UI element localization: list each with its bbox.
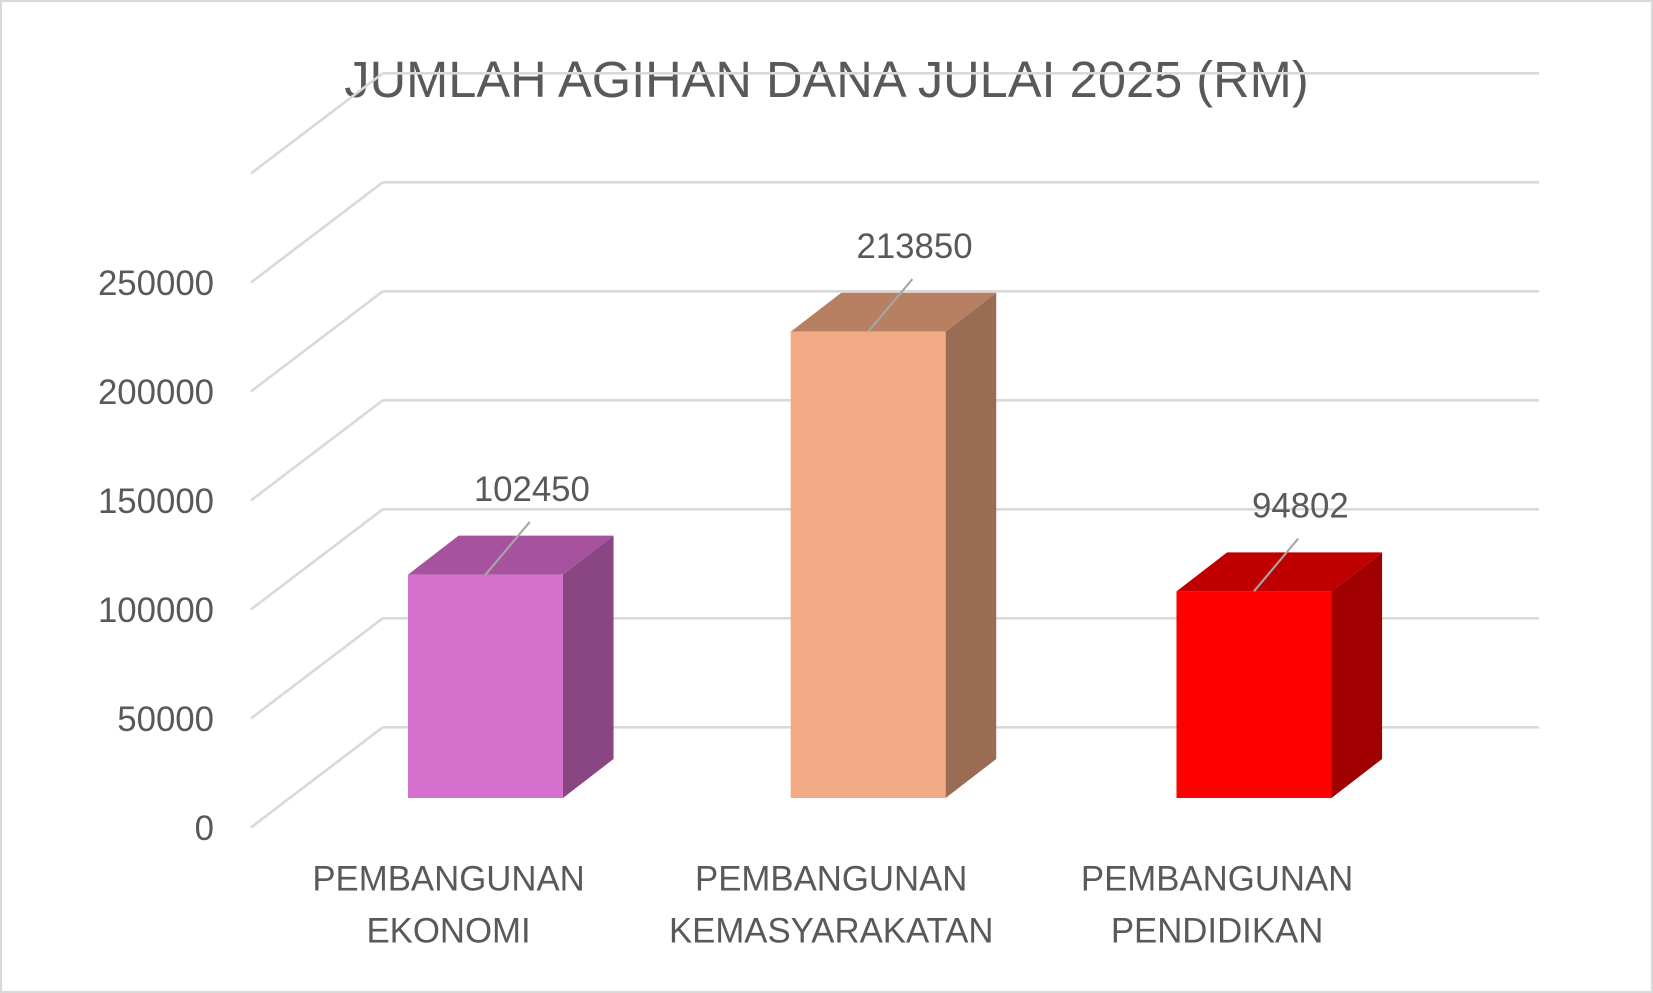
bar-group: 102450 <box>407 471 614 798</box>
y-tick-label: 100000 <box>98 592 214 630</box>
gridline-diagonal <box>250 726 384 829</box>
x-tick-label: PEMBANGUNAN <box>695 861 967 899</box>
data-label: 102450 <box>474 471 590 509</box>
y-tick-label: 150000 <box>98 483 214 521</box>
bar-side <box>1331 552 1383 798</box>
bar-group: 213850 <box>790 228 997 798</box>
x-tick-label: EKONOMI <box>366 912 530 950</box>
x-tick-label: PENDIDIKAN <box>1111 912 1324 950</box>
y-tick-label: 0 <box>195 810 214 848</box>
bar-side <box>562 535 614 798</box>
gridline-diagonal <box>250 72 384 175</box>
data-label: 94802 <box>1252 488 1349 526</box>
chart-title: JUMLAH AGIHAN DANA JULAI 2025 (RM) <box>344 51 1308 108</box>
bar <box>407 574 563 798</box>
x-tick-label: PEMBANGUNAN <box>1081 861 1353 899</box>
y-axis: 0 50000 100000 150000 200000 250000 <box>98 265 214 848</box>
y-tick-label: 250000 <box>98 265 214 303</box>
x-axis: PEMBANGUNAN EKONOMI PEMBANGUNAN KEMASYARAKA… <box>312 861 1353 951</box>
bar-top <box>407 535 614 575</box>
x-tick-label: KEMASYARAKATAN <box>669 912 994 950</box>
gridline-diagonal <box>250 290 384 393</box>
bar <box>790 331 946 798</box>
y-tick-label: 200000 <box>98 374 214 412</box>
data-label: 213850 <box>857 228 973 266</box>
data-label-leader-line <box>484 521 531 576</box>
bar-group: 94802 <box>1176 488 1383 798</box>
gridline-diagonal <box>250 617 384 720</box>
data-label-leader-line <box>1253 537 1300 592</box>
gridline-diagonal <box>250 399 384 502</box>
bars: 102450 213850 94802 <box>407 228 1383 798</box>
bar-top <box>1176 552 1383 592</box>
bar-side <box>945 292 997 798</box>
gridline-diagonal <box>250 181 384 284</box>
x-tick-label: PEMBANGUNAN <box>312 861 584 899</box>
y-tick-label: 50000 <box>117 701 214 739</box>
data-label-leader-line <box>867 278 914 333</box>
bar <box>1176 591 1332 798</box>
gridline-diagonal <box>250 508 384 611</box>
bar-top <box>790 292 997 332</box>
